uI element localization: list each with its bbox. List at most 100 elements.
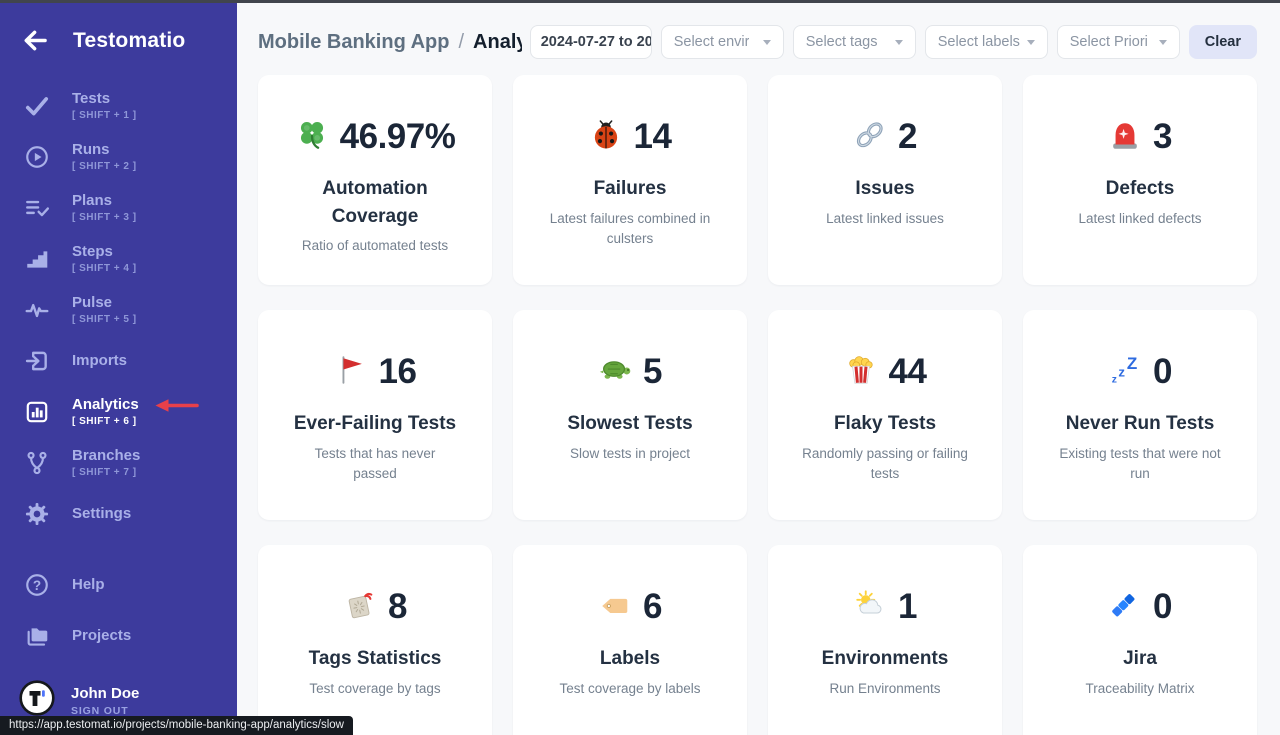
import-icon bbox=[25, 351, 47, 370]
sidebar-header: Testomatio bbox=[0, 0, 237, 54]
card-subtitle: Traceability Matrix bbox=[1085, 680, 1195, 696]
sign-out-link[interactable]: SIGN OUT bbox=[71, 704, 129, 717]
check-icon bbox=[25, 96, 49, 115]
caret-down-icon bbox=[1026, 39, 1035, 45]
card-subtitle: Ratio of automated tests bbox=[301, 238, 449, 254]
analytics-card[interactable]: 14 Failures Latest failures combined in … bbox=[513, 75, 747, 285]
sidebar-item-steps[interactable]: Steps [ SHIFT + 4 ] bbox=[0, 233, 237, 284]
link-status-bar: https://app.testomat.io/projects/mobile-… bbox=[0, 716, 353, 735]
card-subtitle: Latest linked defects bbox=[1078, 210, 1202, 226]
sidebar-item-shortcut: [ SHIFT + 5 ] bbox=[72, 313, 137, 325]
sidebar-item-help[interactable]: ? Help bbox=[0, 559, 237, 610]
filter-select-label: Select envir bbox=[673, 34, 750, 50]
analytics-card[interactable]: 3 Defects Latest linked defects bbox=[1023, 75, 1257, 285]
breadcrumb-separator: / bbox=[458, 30, 465, 53]
sidebar-item-settings[interactable]: Settings bbox=[0, 488, 237, 539]
analytics-card[interactable]: 2 Issues Latest linked issues bbox=[768, 75, 1002, 285]
sidebar-item-runs[interactable]: Runs [ SHIFT + 2 ] bbox=[0, 131, 237, 182]
analytics-card[interactable]: 1 Environments Run Environments bbox=[768, 545, 1002, 735]
card-subtitle: Latest failures combined in culsters bbox=[549, 210, 711, 247]
sidebar-item-label: Branches bbox=[72, 447, 141, 465]
clear-filters-button[interactable]: Clear bbox=[1188, 25, 1257, 59]
card-title: Defects bbox=[1105, 178, 1175, 199]
sidebar-item-projects[interactable]: Projects bbox=[0, 610, 237, 661]
flag-icon bbox=[342, 355, 362, 384]
sidebar-item-tests[interactable]: Tests [ SHIFT + 1 ] bbox=[0, 80, 237, 131]
breadcrumb: Mobile Banking App / Analytics bbox=[258, 31, 522, 54]
card-title: Issues bbox=[855, 178, 915, 199]
card-title: Never Run Tests bbox=[1065, 413, 1215, 434]
analytics-card[interactable]: 46.97% Automation Coverage Ratio of auto… bbox=[258, 75, 492, 285]
analytics-card[interactable]: 5 Slowest Tests Slow tests in project bbox=[513, 310, 747, 520]
active-item-red-arrow-icon bbox=[155, 398, 199, 412]
sidebar-item-label: Settings bbox=[72, 504, 132, 522]
analytics-card[interactable]: 6 Labels Test coverage by labels bbox=[513, 545, 747, 735]
date-range-input[interactable]: 2024-07-27 to 202 bbox=[529, 25, 652, 59]
card-title: Environments bbox=[821, 648, 949, 669]
card-value: 5 bbox=[643, 352, 662, 391]
filter-select[interactable]: Select Priori bbox=[1056, 25, 1180, 59]
sidebar: Testomatio Tests [ SHIFT + 1 ] Runs [ SH… bbox=[0, 0, 237, 735]
brand-title[interactable]: Testomatio bbox=[73, 28, 186, 52]
tag-sticker-icon bbox=[348, 592, 373, 618]
sidebar-item-label: Pulse bbox=[72, 294, 113, 312]
user-block[interactable]: John Doe SIGN OUT bbox=[0, 680, 237, 735]
jira-icon bbox=[1112, 593, 1135, 616]
svg-text:z: z bbox=[1118, 364, 1125, 379]
filter-select[interactable]: Select tags bbox=[792, 25, 916, 59]
sun-cloud-icon bbox=[856, 589, 882, 614]
svg-text:Z: Z bbox=[1127, 354, 1137, 373]
card-title: Automation Coverage bbox=[322, 178, 428, 227]
play-circle-icon bbox=[26, 145, 48, 168]
card-subtitle: Run Environments bbox=[829, 680, 941, 696]
clover-icon bbox=[300, 121, 323, 149]
sidebar-item-shortcut: [ SHIFT + 7 ] bbox=[72, 466, 137, 478]
sidebar-item-label: Imports bbox=[72, 351, 128, 369]
analytics-card[interactable]: 0 Jira Traceability Matrix bbox=[1023, 545, 1257, 735]
sidebar-item-shortcut: [ SHIFT + 3 ] bbox=[72, 211, 137, 223]
turtle-icon bbox=[599, 360, 631, 379]
filter-select[interactable]: Select labels bbox=[924, 25, 1048, 59]
sidebar-item-plans[interactable]: Plans [ SHIFT + 3 ] bbox=[0, 182, 237, 233]
back-button[interactable] bbox=[22, 27, 49, 54]
card-value: 0 bbox=[1153, 587, 1172, 626]
main-content: Mobile Banking App / Analytics 2024-07-2… bbox=[237, 0, 1280, 735]
sidebar-item-pulse[interactable]: Pulse [ SHIFT + 5 ] bbox=[0, 284, 237, 335]
card-subtitle: Existing tests that were not run bbox=[1059, 445, 1221, 482]
filter-select-label: Select labels bbox=[937, 34, 1020, 50]
pulse-icon bbox=[25, 303, 49, 317]
label-tag-icon bbox=[602, 598, 628, 613]
back-arrow-icon bbox=[24, 30, 47, 51]
card-title: Failures bbox=[593, 178, 667, 199]
card-value: 3 bbox=[1153, 117, 1172, 156]
analytics-grid: 46.97% Automation Coverage Ratio of auto… bbox=[237, 59, 1280, 735]
siren-icon bbox=[1113, 122, 1137, 149]
window-top-edge bbox=[0, 0, 1280, 3]
filter-select[interactable]: Select envir bbox=[660, 25, 784, 59]
breadcrumb-project[interactable]: Mobile Banking App bbox=[258, 30, 450, 53]
caret-down-icon bbox=[894, 39, 903, 45]
sidebar-item-shortcut: [ SHIFT + 4 ] bbox=[72, 262, 137, 274]
bar-chart-icon bbox=[26, 401, 48, 422]
sidebar-nav: Tests [ SHIFT + 1 ] Runs [ SHIFT + 2 ] P… bbox=[0, 80, 237, 539]
sidebar-item-shortcut: [ SHIFT + 6 ] bbox=[72, 415, 137, 427]
analytics-card[interactable]: 16 Ever-Failing Tests Tests that has nev… bbox=[258, 310, 492, 520]
card-subtitle: Latest linked issues bbox=[826, 210, 944, 226]
card-subtitle: Test coverage by labels bbox=[559, 680, 701, 696]
card-value: 46.97% bbox=[339, 117, 456, 156]
card-subtitle: Tests that has never passed bbox=[314, 445, 436, 482]
card-title: Labels bbox=[599, 648, 661, 669]
zzz-icon: zz Z bbox=[1112, 354, 1138, 385]
sidebar-item-label: Runs bbox=[72, 141, 110, 159]
analytics-card[interactable]: 8 Tags Statistics Test coverage by tags bbox=[258, 545, 492, 735]
sidebar-item-analytics[interactable]: Analytics [ SHIFT + 6 ] bbox=[0, 386, 237, 437]
card-value: 44 bbox=[888, 352, 927, 391]
card-value: 8 bbox=[388, 587, 407, 626]
analytics-card[interactable]: 44 Flaky Tests Randomly passing or faili… bbox=[768, 310, 1002, 520]
sidebar-item-branches[interactable]: Branches [ SHIFT + 7 ] bbox=[0, 437, 237, 488]
user-name: John Doe bbox=[71, 684, 140, 702]
sidebar-item-imports[interactable]: Imports bbox=[0, 335, 237, 386]
filter-select-label: Select tags bbox=[805, 34, 878, 50]
folders-icon bbox=[27, 627, 48, 646]
